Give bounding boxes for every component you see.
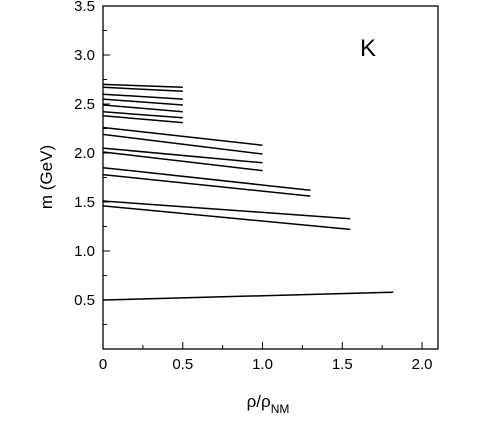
y-tick-label: 2.0: [74, 145, 95, 162]
x-tick-label: 0: [99, 356, 107, 373]
series-line-5: [102, 104, 183, 113]
x-axis-title: ρ/ρNM: [247, 392, 290, 416]
x-tick-label: 0.5: [172, 356, 193, 373]
series-line-16: [102, 291, 394, 301]
y-axis-title: m (GeV): [37, 145, 56, 209]
y-tick-label: 3.0: [74, 47, 95, 64]
series-line-2: [102, 86, 183, 93]
series-line-13: [102, 173, 311, 197]
y-tick-label: 0.5: [74, 292, 95, 309]
panel-label: K: [360, 35, 376, 62]
x-tick-label: 1.0: [252, 356, 273, 373]
series-line-11: [102, 151, 263, 172]
series-line-4: [102, 98, 183, 106]
series-line-3: [102, 93, 183, 100]
series-group: [102, 83, 394, 301]
y-tick-label: 1.5: [74, 194, 95, 211]
y-tick-label: 2.5: [74, 96, 95, 113]
series-line-1: [102, 83, 183, 89]
series-line-15: [102, 205, 351, 231]
series-line-8: [102, 126, 263, 146]
plot-frame: [102, 5, 439, 350]
x-tick-label: 2.0: [412, 356, 433, 373]
series-line-10: [102, 147, 263, 164]
series-line-14: [102, 200, 351, 220]
y-tick-label: 3.5: [74, 0, 95, 15]
y-tick-label: 1.0: [74, 243, 95, 260]
series-line-6: [102, 111, 183, 119]
series-line-7: [102, 115, 183, 124]
tick-labels: 0 0.5 1.0 1.5 2.0 0.5 1.0 1.5 2.0 2.5 3.0 3.5: [74, 0, 432, 373]
x-axis-title-sub: NM: [271, 402, 290, 416]
series-line-12: [102, 166, 311, 191]
x-tick-label: 1.5: [332, 356, 353, 373]
x-axis-title-main: ρ/ρ: [247, 392, 271, 411]
series-line-9: [102, 133, 263, 155]
